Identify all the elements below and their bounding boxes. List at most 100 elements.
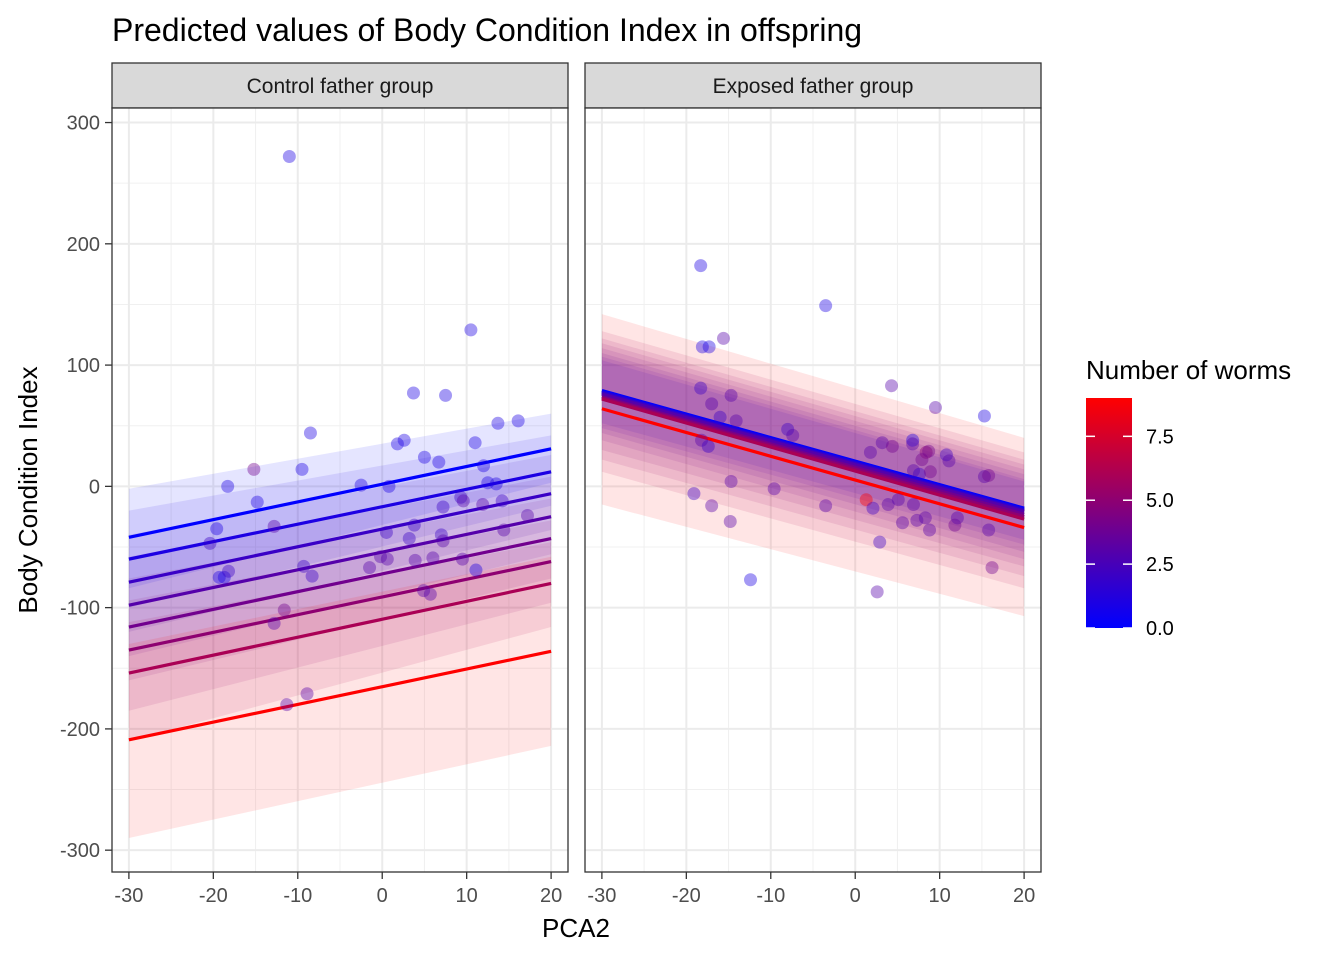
data-point-23 (212, 570, 226, 584)
data-point-45 (982, 523, 996, 537)
fit-line-3 (128, 515, 552, 607)
y-tick-label: -200 (60, 719, 100, 741)
legend-tick-label: 7.5 (1146, 426, 1174, 448)
fit-line-5 (128, 559, 552, 652)
data-point-53 (520, 508, 534, 522)
data-point-47 (910, 513, 924, 527)
data-point-32 (724, 475, 738, 489)
ci-ribbon-7 (601, 314, 1025, 617)
x-tick-label: 10 (929, 885, 951, 907)
data-point-50 (476, 498, 490, 512)
data-point-24 (939, 448, 953, 462)
data-point-3 (406, 386, 420, 400)
panel-exposed-points (687, 259, 999, 599)
data-point-42 (918, 511, 932, 525)
data-point-14 (786, 428, 800, 442)
data-point-53 (870, 585, 884, 599)
y-tick-label: -100 (60, 598, 100, 620)
panel-control-strip (111, 62, 569, 109)
data-point-36 (379, 525, 393, 539)
data-point-43 (948, 518, 962, 532)
data-point-38 (407, 518, 421, 532)
panel-control-lines (128, 447, 552, 742)
panel-exposed: Exposed father group (584, 62, 1042, 873)
data-point-5 (694, 381, 708, 395)
panel-exposed-lines (601, 389, 1025, 530)
data-point-9 (729, 414, 743, 428)
data-point-5 (491, 416, 505, 430)
fit-line-2 (128, 492, 552, 584)
data-point-25 (942, 454, 956, 468)
data-point-40 (891, 493, 905, 507)
data-point-52 (744, 573, 758, 587)
fit-line-1 (128, 470, 552, 561)
data-point-16 (382, 479, 396, 493)
ci-ribbon-2 (128, 454, 552, 632)
data-point-17 (875, 436, 889, 450)
data-point-37 (859, 493, 873, 507)
x-tick-label: -20 (672, 885, 701, 907)
data-point-0 (282, 150, 296, 164)
panel-control-border (111, 107, 569, 873)
data-point-45 (436, 500, 450, 514)
ci-ribbon-4 (128, 498, 552, 681)
panel-control: Control father group (111, 62, 569, 873)
data-point-36 (819, 499, 833, 513)
data-point-6 (724, 388, 738, 402)
data-point-44 (436, 534, 450, 548)
data-point-12 (977, 409, 991, 423)
data-point-22 (203, 536, 217, 550)
x-axis-title: PCA2 (542, 913, 610, 943)
data-point-22 (922, 444, 936, 458)
y-axis: -300 -200 -100 0 100 200 300 (60, 113, 112, 862)
ci-ribbon-5 (128, 520, 552, 711)
fit-line-4 (128, 536, 552, 629)
data-point-29 (923, 465, 937, 479)
data-point-11 (928, 401, 942, 415)
panel-exposed-border (584, 107, 1042, 873)
data-point-52 (497, 523, 511, 537)
data-point-39 (881, 498, 895, 512)
legend-tick-label: 2.5 (1146, 554, 1174, 576)
data-point-18 (481, 476, 495, 490)
data-point-8 (397, 433, 411, 447)
data-point-30 (977, 470, 991, 484)
y-axis-title: Body Condition Index (13, 366, 43, 613)
x-tick-label: 0 (377, 885, 388, 907)
data-point-49 (469, 563, 483, 577)
data-point-11 (432, 455, 446, 469)
data-point-6 (511, 414, 525, 428)
data-point-7 (468, 436, 482, 450)
data-point-14 (221, 479, 235, 493)
data-point-2 (716, 331, 730, 345)
y-tick-label: 200 (67, 234, 100, 256)
data-point-9 (390, 437, 404, 451)
panel-control-points (203, 150, 534, 712)
fit-line-6 (601, 397, 1025, 521)
data-point-7 (705, 397, 719, 411)
data-point-1 (819, 299, 833, 313)
data-point-37 (402, 532, 416, 546)
data-point-18 (885, 439, 899, 453)
data-point-50 (873, 535, 887, 549)
data-point-10 (417, 450, 431, 464)
y-tick-label: 0 (89, 476, 100, 498)
data-point-26 (267, 519, 281, 533)
data-point-32 (300, 687, 314, 701)
data-point-51 (985, 561, 999, 575)
legend-tick-label: 5.0 (1146, 490, 1174, 512)
data-point-49 (723, 515, 737, 529)
data-point-23 (915, 453, 929, 467)
data-point-43 (434, 528, 448, 542)
data-point-44 (950, 511, 964, 525)
data-point-35 (705, 499, 719, 513)
data-point-12 (295, 462, 309, 476)
data-point-16 (701, 439, 715, 453)
x-tick-label: -10 (756, 885, 785, 907)
data-point-39 (408, 553, 422, 567)
data-point-10 (885, 379, 899, 393)
fit-line-7 (601, 407, 1025, 530)
fit-line-3 (601, 392, 1025, 514)
x-tick-label: -10 (283, 885, 312, 907)
